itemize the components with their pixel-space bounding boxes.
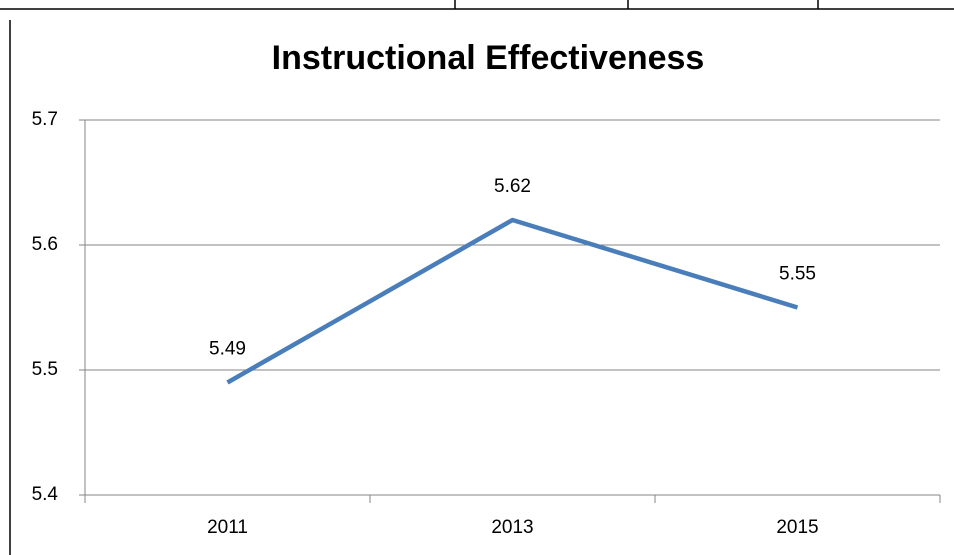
- x-tick-label: 2013: [491, 517, 533, 538]
- y-tick-label: 5.7: [32, 109, 58, 130]
- y-tick-label: 5.6: [32, 234, 58, 255]
- data-label: 5.49: [209, 339, 246, 360]
- x-tick-label: 2011: [207, 517, 248, 538]
- y-tick-label: 5.5: [32, 359, 58, 380]
- y-tick-label: 5.4: [32, 484, 59, 505]
- data-label: 5.55: [779, 264, 816, 285]
- data-label: 5.62: [494, 176, 531, 197]
- x-tick-label: 2015: [776, 517, 818, 538]
- chart-title: Instructional Effectiveness: [272, 39, 705, 77]
- data-line: [226, 217, 799, 385]
